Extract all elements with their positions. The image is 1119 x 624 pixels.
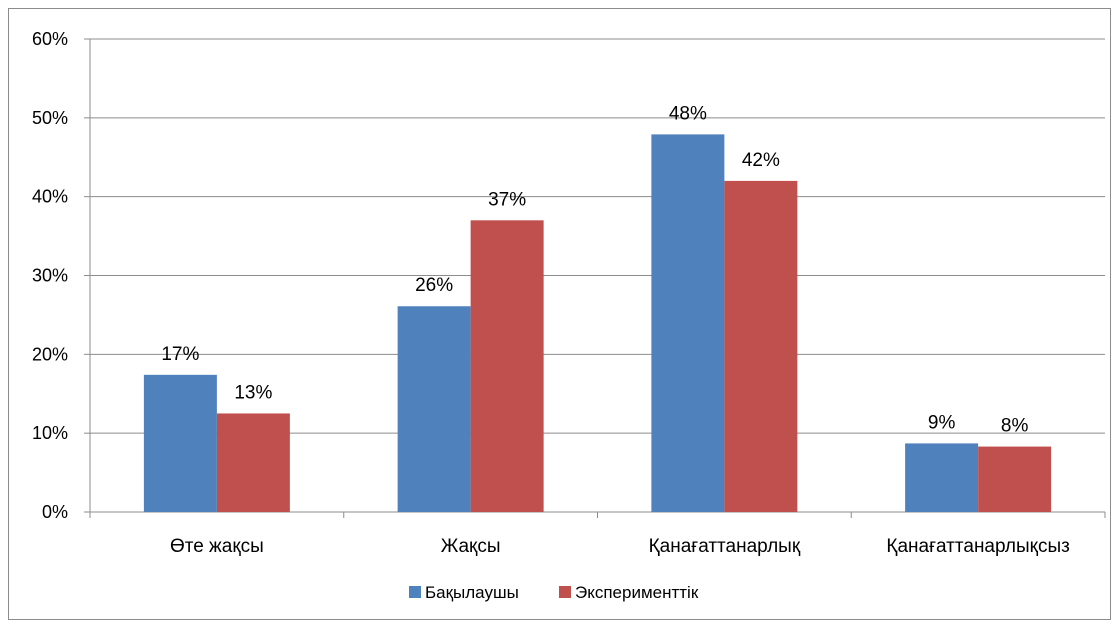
legend-label: Бақылаушы xyxy=(425,583,519,602)
legend-label: Эксперименттік xyxy=(575,583,699,602)
x-category-label: Өте жақсы xyxy=(170,536,264,557)
y-tick-label: 10% xyxy=(32,423,68,443)
bar xyxy=(470,220,544,513)
data-label: 13% xyxy=(234,382,272,403)
bar xyxy=(651,134,725,512)
data-label: 17% xyxy=(161,344,199,365)
data-label: 37% xyxy=(488,189,526,210)
x-category-label: Жақсы xyxy=(441,536,501,557)
legend-swatch xyxy=(409,586,421,598)
gridlines xyxy=(90,38,1105,434)
data-label: 48% xyxy=(669,103,707,124)
y-tick-label: 0% xyxy=(42,502,68,522)
y-tick-label: 20% xyxy=(32,344,68,364)
data-labels: 17% 13% 26% 37% 48% 42% 9% 8% xyxy=(161,103,1028,436)
y-tick-label: 40% xyxy=(32,187,68,207)
bar xyxy=(978,446,1052,512)
bar xyxy=(397,306,471,512)
data-label: 42% xyxy=(742,150,780,171)
data-label: 26% xyxy=(415,275,453,296)
data-label: 9% xyxy=(928,412,956,433)
bar xyxy=(905,443,979,512)
bar xyxy=(216,413,290,512)
y-tick-label: 50% xyxy=(32,108,68,128)
y-tick-label: 60% xyxy=(32,29,68,49)
x-category-label: Қанағаттанарлықсыз xyxy=(886,536,1069,557)
bar xyxy=(143,374,217,512)
data-label: 8% xyxy=(1001,416,1029,437)
bars xyxy=(143,134,1052,513)
legend-swatch xyxy=(559,586,571,598)
x-category-label: Қанағаттанарлық xyxy=(649,536,801,557)
y-tick-label: 30% xyxy=(32,266,68,286)
legend: Бақылаушы Эксперименттік xyxy=(409,583,699,602)
chart-frame xyxy=(8,8,1111,620)
bar xyxy=(724,180,798,512)
